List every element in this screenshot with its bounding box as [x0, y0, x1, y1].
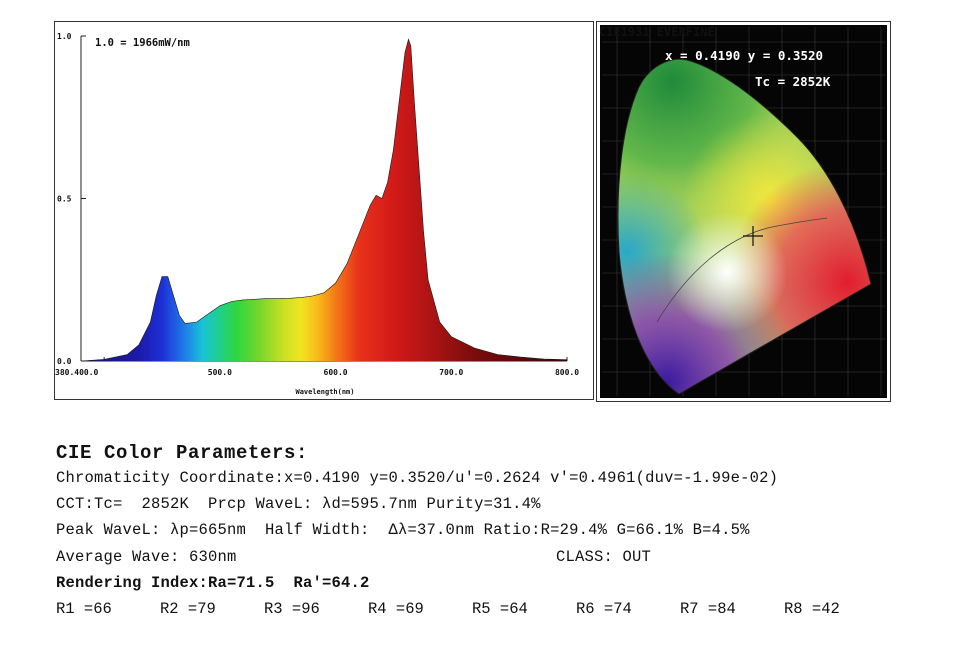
spectrum-area [81, 39, 567, 362]
ri-r1: R1 =66 [56, 600, 112, 618]
class-value: CLASS: OUT [556, 548, 652, 566]
spectral-locus [617, 58, 872, 395]
ri-r2: R2 =79 [160, 600, 216, 618]
cie-diagram: CIE1931 EVERFINE x = 0.4190 y = 0.3520 T… [596, 21, 891, 402]
y-tick-label: 0.5 [57, 195, 72, 204]
spectrum-svg: 1.0 0.5 0.0 380.400.0 500.0 600.0 700.0 800.0 1… [55, 32, 579, 396]
spectrum-outline [80, 38, 568, 362]
chromaticity-line: Chromaticity Coordinate:x=0.4190 y=0.352… [56, 469, 779, 487]
rendering-index-line: Rendering Index:Ra=71.5 Ra'=64.2 [56, 574, 370, 592]
cie-title: CIE1931 EVERFINE [599, 25, 715, 39]
ri-r6: R6 =74 [576, 600, 632, 618]
x-tick-label: 700.0 [439, 368, 463, 377]
spectrum-xlabel: Wavelength(nm) [295, 388, 354, 396]
peak-wave-line: Peak WaveL: λp=665nm Half Width: Δλ=37.0… [56, 521, 750, 539]
y-tick-label: 0.0 [57, 357, 72, 366]
ri-r8: R8 =42 [784, 600, 840, 618]
params-heading: CIE Color Parameters: [56, 442, 309, 464]
cie-svg: CIE1931 EVERFINE x = 0.4190 y = 0.3520 T… [599, 25, 887, 398]
average-wave: Average Wave: 630nm [56, 548, 237, 566]
x-tick-label: 380.400.0 [55, 368, 99, 377]
ri-r4: R4 =69 [368, 600, 424, 618]
target-crosshair [743, 226, 763, 246]
ri-r3: R3 =96 [264, 600, 320, 618]
spectrum-chart: 1.0 0.5 0.0 380.400.0 500.0 600.0 700.0 800.0 1… [54, 21, 594, 400]
cie-coordinates: x = 0.4190 y = 0.3520 [665, 48, 823, 63]
ri-r7: R7 =84 [680, 600, 736, 618]
planckian-locus [656, 217, 828, 323]
x-tick-label: 600.0 [324, 368, 348, 377]
cie-color-temp: Tc = 2852K [755, 74, 831, 89]
ri-r5: R5 =64 [472, 600, 528, 618]
x-tick-label: 500.0 [208, 368, 232, 377]
spectrum-annotation: 1.0 = 1966mW/nm [95, 37, 190, 49]
y-tick-label: 1.0 [57, 32, 72, 41]
x-tick-label: 800.0 [555, 368, 579, 377]
cct-line: CCT:Tc= 2852K Prcp WaveL: λd=595.7nm Pur… [56, 495, 541, 513]
